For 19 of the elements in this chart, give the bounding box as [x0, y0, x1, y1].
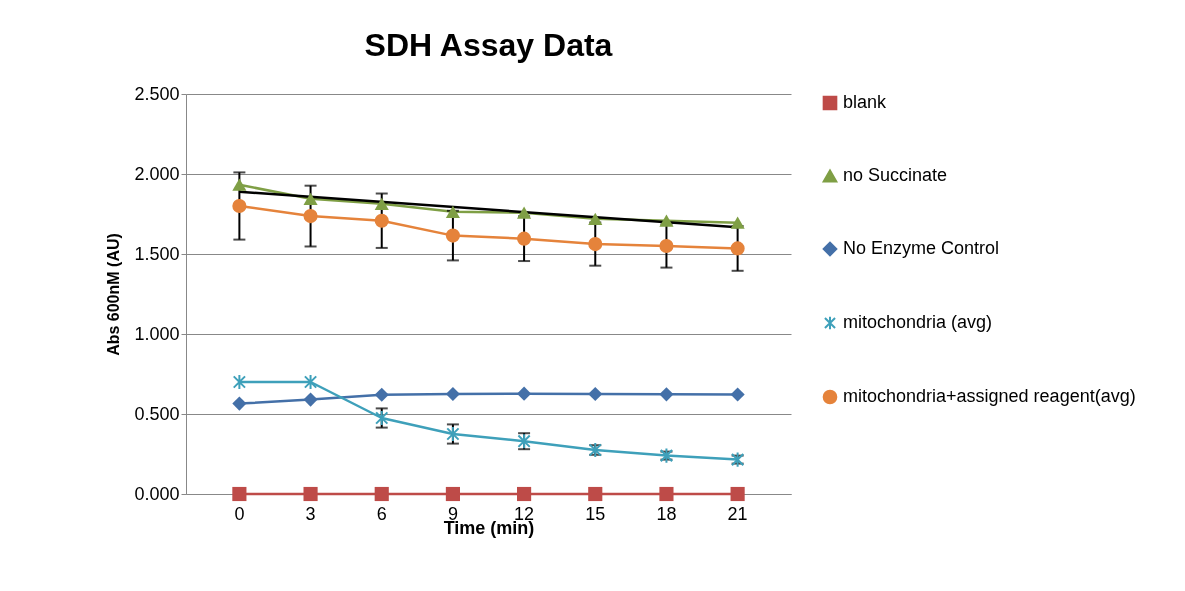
y-tick-label: 0.500 — [134, 403, 180, 424]
chart-title: SDH Assay Data — [364, 27, 613, 63]
x-tick-label: 6 — [376, 503, 387, 524]
x-tick-label: 3 — [305, 503, 316, 524]
y-tick-label: 2.000 — [134, 163, 180, 184]
legend-label: mitochondria (avg) — [843, 312, 993, 332]
x-tick-label: 15 — [585, 503, 606, 524]
legend-label: No Enzyme Control — [843, 238, 1000, 258]
legend-label: blank — [843, 92, 888, 112]
y-tick-label: 0.000 — [134, 483, 180, 504]
y-axis-title: Abs 600nM (AU) — [105, 233, 123, 356]
y-tick-label: 1.500 — [134, 243, 180, 264]
x-tick-label: 18 — [656, 503, 677, 524]
x-tick-label: 0 — [234, 503, 245, 524]
legend-label: mitochondria+assigned reagent(avg) — [843, 386, 1136, 406]
y-tick-label: 2.500 — [134, 83, 180, 104]
y-tick-label: 1.000 — [134, 323, 180, 344]
legend-label: no Succinate — [843, 165, 948, 185]
x-tick-label: 21 — [727, 503, 748, 524]
